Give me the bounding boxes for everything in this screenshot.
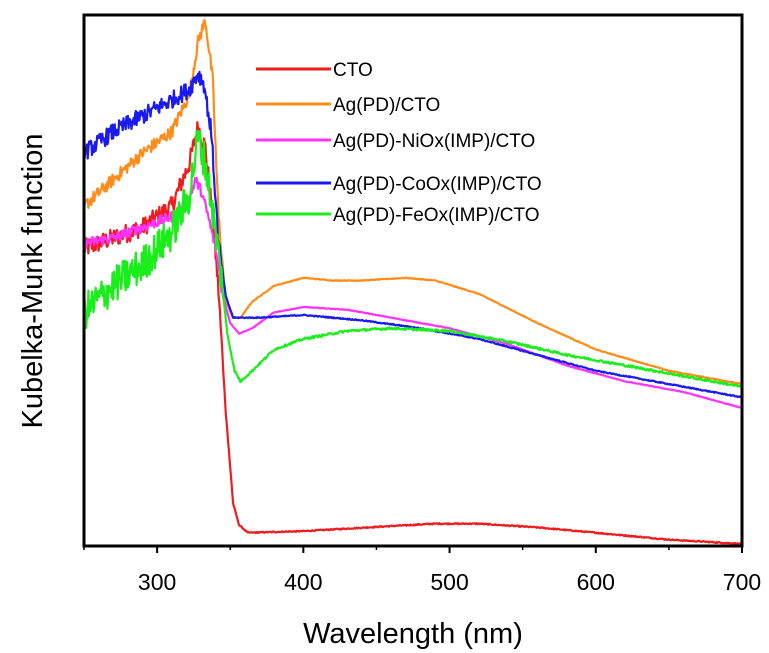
legend-label: CTO — [333, 60, 373, 81]
series-line-3 — [83, 176, 743, 409]
x-tick-label: 400 — [284, 569, 322, 595]
x-tick-label: 500 — [430, 569, 468, 595]
x-axis-ticks: 300 400 500 600 700 — [83, 546, 761, 595]
series-line-4 — [82, 70, 743, 399]
series-line-1 — [82, 121, 743, 546]
series-layer — [82, 19, 743, 546]
x-axis-title: Wavelength (nm) — [303, 618, 523, 650]
series-line-5 — [82, 130, 743, 389]
x-tick-label: 700 — [723, 569, 761, 595]
legend-label: Ag(PD)-CoOx(IMP)/CTO — [333, 174, 542, 195]
series-line-2 — [82, 19, 743, 386]
legend-label: Ag(PD)-NiOx(IMP)/CTO — [333, 131, 535, 152]
legend: CTO Ag(PD)/CTO Ag(PD)-NiOx(IMP)/CTO Ag(PD)-… — [256, 60, 542, 226]
legend-label: Ag(PD)-FeOx(IMP)/CTO — [333, 205, 540, 226]
plot-frame — [82, 13, 744, 548]
legend-label: Ag(PD)/CTO — [333, 95, 440, 116]
x-tick-label: 600 — [577, 569, 615, 595]
x-tick-label: 300 — [138, 569, 176, 595]
y-axis-title: Kubelka-Munk function — [17, 134, 49, 429]
